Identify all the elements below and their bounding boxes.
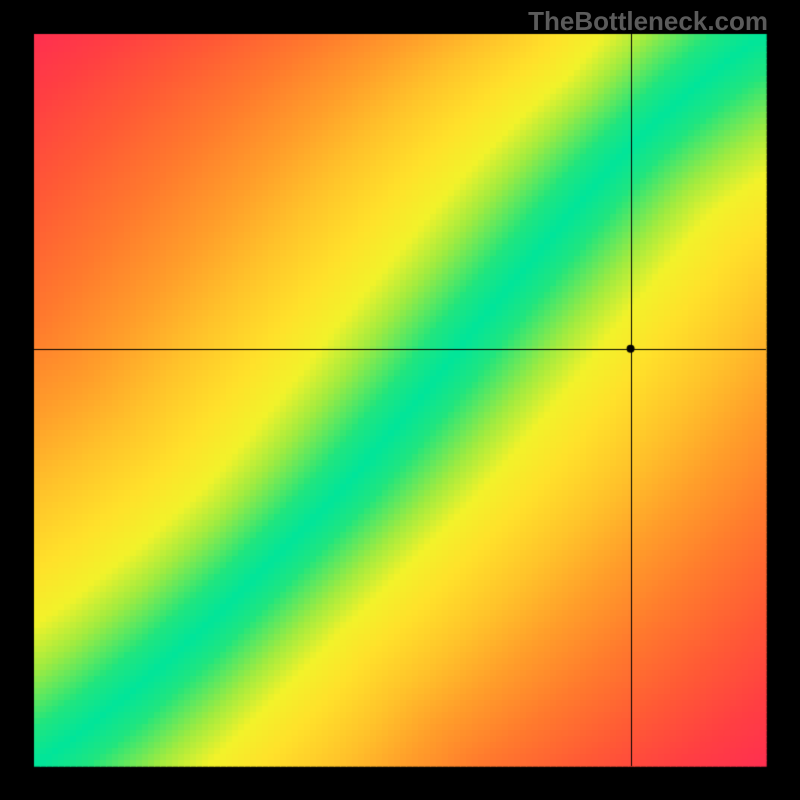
bottleneck-heatmap [0,0,800,800]
watermark-text: TheBottleneck.com [528,6,768,37]
